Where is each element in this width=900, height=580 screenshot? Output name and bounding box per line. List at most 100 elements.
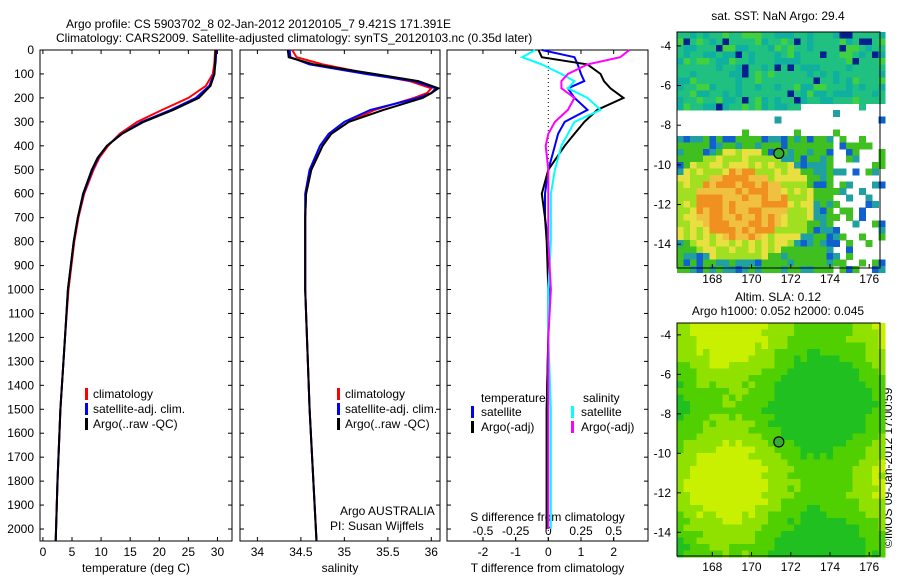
map-cell xyxy=(683,544,691,551)
map-cell xyxy=(690,32,697,39)
map-cell xyxy=(833,381,840,389)
map-cell xyxy=(826,201,834,208)
map-cell xyxy=(768,175,775,182)
map-cell xyxy=(820,175,827,182)
map-cell xyxy=(709,479,717,486)
map-cell xyxy=(735,375,743,382)
map-cell xyxy=(781,479,788,486)
map-cell xyxy=(781,375,788,382)
map-cell xyxy=(833,349,840,356)
map-cell xyxy=(768,524,775,532)
map-cell xyxy=(800,414,808,421)
map-cell xyxy=(755,524,762,532)
map-cell xyxy=(768,233,775,241)
s-tick-label: 0 xyxy=(545,524,552,538)
map-cell xyxy=(755,227,762,234)
map-cell xyxy=(729,537,736,545)
map-cell xyxy=(703,414,710,421)
map-cell xyxy=(716,142,723,150)
map-cell xyxy=(742,407,749,415)
map-cell xyxy=(794,368,801,376)
map-cell xyxy=(826,149,834,156)
map-cell xyxy=(761,531,769,538)
map-cell xyxy=(852,368,860,376)
map-cell xyxy=(774,479,782,486)
map-cell xyxy=(865,427,873,434)
map-cell xyxy=(768,181,775,189)
map-cell xyxy=(800,336,808,343)
map-cell xyxy=(878,116,886,124)
map-cell xyxy=(722,142,730,150)
map-cell xyxy=(703,168,710,176)
y-tick-label: 200 xyxy=(14,91,34,105)
map-cell xyxy=(690,420,697,428)
map-cell xyxy=(820,518,827,525)
map-cell xyxy=(768,537,775,545)
map-cell xyxy=(800,433,808,441)
map-cell xyxy=(781,188,788,195)
map-cell xyxy=(787,77,795,85)
map-cell xyxy=(865,511,873,519)
map-cell xyxy=(755,149,762,156)
map-cell xyxy=(833,407,840,415)
x-axis-label: temperature (deg C) xyxy=(82,561,190,575)
map-cell xyxy=(761,246,769,254)
map-cell xyxy=(755,64,762,72)
map-cell xyxy=(703,84,710,91)
map-cell xyxy=(833,420,840,428)
map-cell xyxy=(846,407,853,415)
map-cell xyxy=(703,233,710,241)
map-cell xyxy=(839,485,847,493)
map-cell xyxy=(839,479,847,486)
map-cell xyxy=(872,323,879,330)
map-cell xyxy=(768,149,775,156)
map-cell xyxy=(716,381,723,389)
map-cell xyxy=(852,97,860,104)
map-cell xyxy=(742,518,749,525)
map-cell xyxy=(729,214,736,221)
map-cell xyxy=(826,136,834,143)
map-cell xyxy=(722,45,730,52)
map-cell xyxy=(813,162,821,169)
map-cell xyxy=(709,64,717,72)
map-cell xyxy=(813,368,821,376)
map-cell xyxy=(742,349,749,356)
map-cell xyxy=(865,472,873,480)
map-cell xyxy=(716,375,723,382)
map-cell xyxy=(735,433,743,441)
map-cell xyxy=(878,466,886,473)
map-cell xyxy=(833,518,840,525)
map-cell xyxy=(872,433,879,441)
map-cell xyxy=(709,440,717,447)
map-cell xyxy=(839,349,847,356)
map-cell xyxy=(677,51,684,59)
map-cell xyxy=(794,207,801,215)
map-cell xyxy=(761,45,769,52)
map-cell xyxy=(683,472,691,480)
map-cell xyxy=(690,336,697,343)
map-cell xyxy=(787,201,795,208)
map-cell xyxy=(729,453,736,460)
map-cell xyxy=(826,446,834,454)
map-cell xyxy=(846,472,853,480)
y-tick-label: 300 xyxy=(14,115,34,129)
map-cell xyxy=(846,342,853,350)
map-cell xyxy=(781,149,788,156)
map-cell xyxy=(729,381,736,389)
map-cell xyxy=(748,71,756,78)
map-cell xyxy=(872,181,879,189)
map-cell xyxy=(748,440,756,447)
map-cell xyxy=(774,116,782,124)
map-cell xyxy=(774,355,782,363)
legend-swatch xyxy=(571,406,574,418)
lat-tick-label: -8 xyxy=(660,118,671,132)
map-cell xyxy=(839,544,847,551)
map-cell xyxy=(813,266,821,273)
map-cell xyxy=(859,136,866,143)
map-cell xyxy=(820,420,827,428)
map-cell xyxy=(813,64,821,72)
map-cell xyxy=(722,136,730,143)
map-cell xyxy=(859,38,866,46)
map-cell xyxy=(768,446,775,454)
map-cell xyxy=(703,544,710,551)
